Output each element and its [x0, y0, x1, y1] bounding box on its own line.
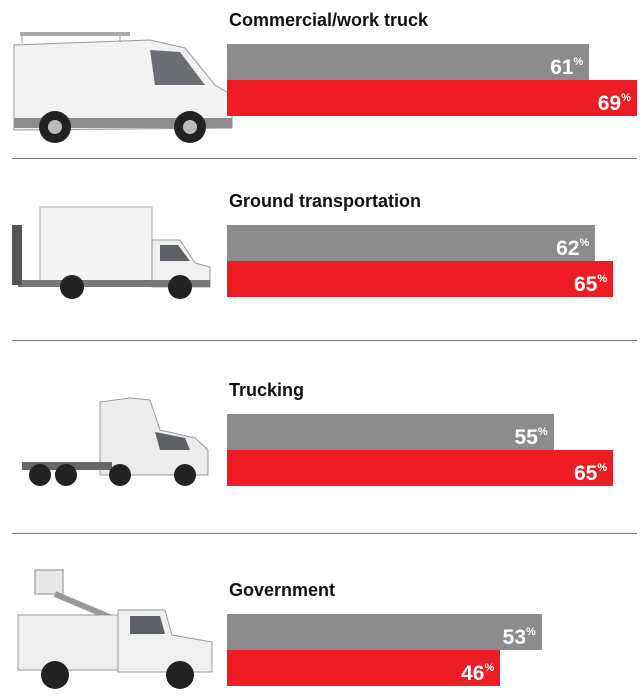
semi-truck-image	[22, 397, 209, 486]
bar	[227, 80, 637, 116]
category-title: Trucking	[229, 380, 305, 400]
divider	[12, 158, 637, 159]
bar	[227, 225, 596, 261]
value-label: 65%	[573, 273, 608, 296]
bar	[227, 450, 614, 486]
value-label: 61%	[550, 56, 584, 79]
bar	[227, 650, 501, 686]
category-title: Government	[229, 580, 336, 600]
bar	[227, 44, 590, 80]
value-label: 69%	[597, 92, 631, 115]
category-title: Ground transportation	[229, 191, 421, 211]
bucket-truck-image	[17, 569, 213, 689]
van-image	[13, 32, 233, 143]
value-label: 53%	[502, 626, 536, 649]
category-title: Commercial/work truck	[229, 10, 429, 30]
value-label: 46%	[461, 662, 495, 685]
bar	[227, 614, 542, 650]
value-label: 65%	[573, 462, 608, 485]
value-label: 62%	[556, 237, 590, 260]
bar	[227, 414, 554, 450]
value-label: 55%	[514, 426, 548, 449]
divider	[12, 533, 637, 534]
bar	[227, 261, 614, 297]
box-truck-image	[12, 206, 211, 299]
divider	[12, 340, 637, 341]
